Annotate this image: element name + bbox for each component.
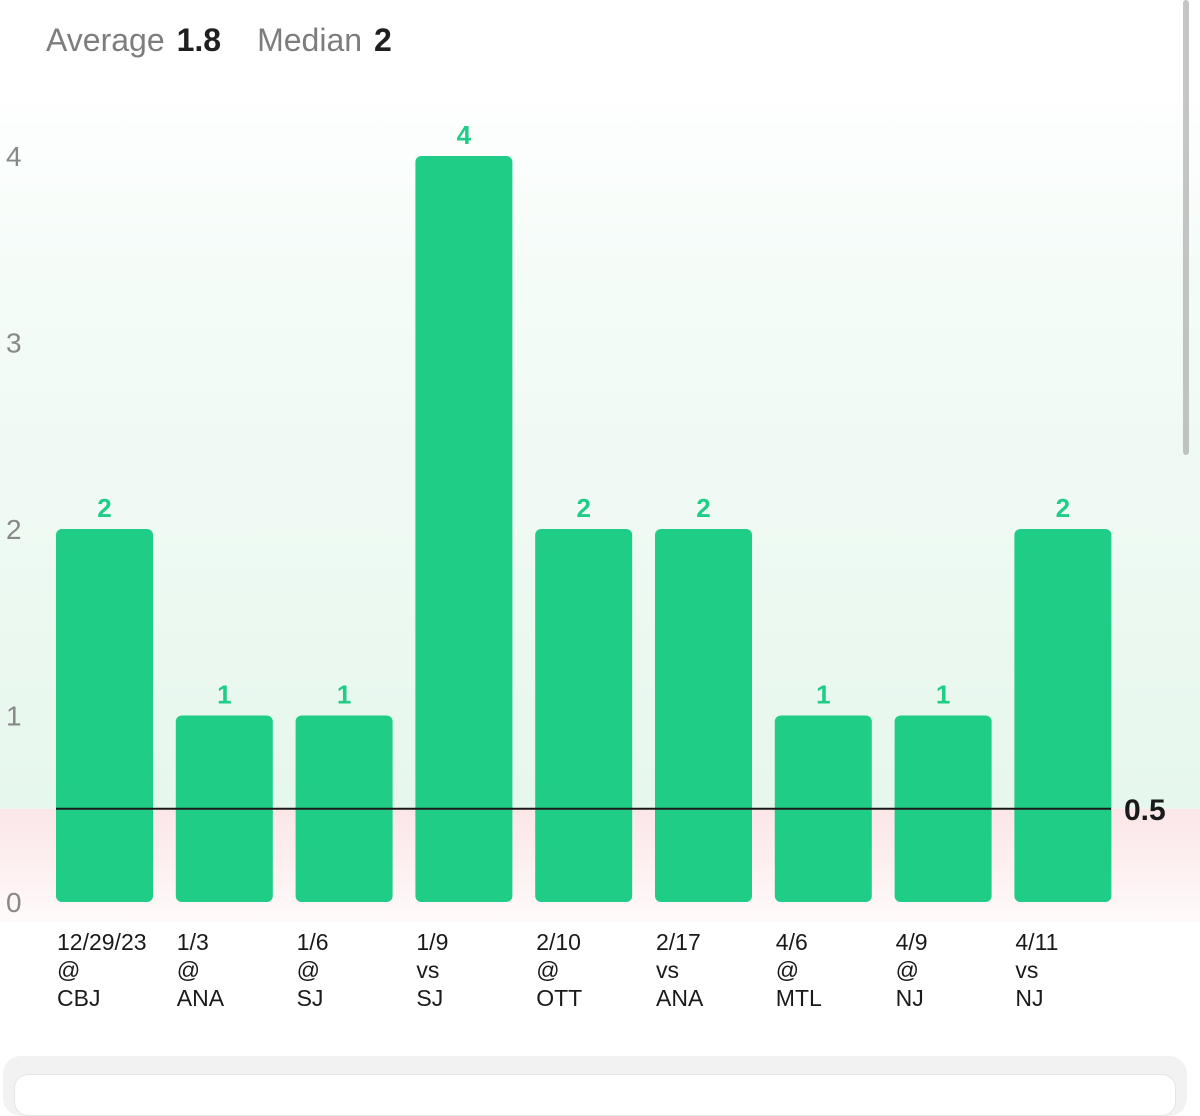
bar-value-label: 1 (816, 680, 830, 710)
x-tick-label: vs (1015, 957, 1038, 983)
bottom-card-inner (14, 1074, 1176, 1116)
x-tick-label: NJ (1015, 985, 1043, 1011)
x-tick-label: 2/17 (656, 929, 701, 955)
y-tick-label: 2 (6, 514, 22, 545)
stats-summary: Average 1.8 Median 2 (46, 22, 392, 59)
x-tick-label: 1/9 (416, 929, 448, 955)
x-tick-label: 1/3 (177, 929, 209, 955)
x-tick-label: CBJ (57, 985, 100, 1011)
bar-value-label: 4 (457, 120, 472, 150)
bar[interactable] (1014, 529, 1112, 902)
x-tick-label: vs (656, 957, 679, 983)
bar-value-label: 1 (217, 680, 231, 710)
bar[interactable] (655, 529, 752, 902)
median-value: 2 (374, 22, 392, 58)
x-tick-label: MTL (776, 985, 822, 1011)
x-tick-label: NJ (896, 985, 924, 1011)
x-tick-label: SJ (297, 985, 324, 1011)
x-tick-label: @ (536, 957, 559, 983)
x-tick-label: ANA (177, 985, 225, 1011)
y-tick-label: 1 (6, 701, 22, 732)
x-tick-label: @ (177, 957, 200, 983)
threshold-label: 0.5 (1124, 794, 1166, 827)
x-tick-label: ANA (656, 985, 704, 1011)
x-tick-label: 4/11 (1015, 929, 1058, 955)
x-tick-label: @ (776, 957, 799, 983)
x-tick-label: @ (297, 957, 320, 983)
x-tick-label: SJ (416, 985, 443, 1011)
bar-value-label: 2 (1056, 493, 1070, 523)
bar[interactable] (415, 156, 513, 902)
y-tick-label: 3 (6, 328, 22, 359)
x-tick-label: 4/6 (776, 929, 808, 955)
bar-value-label: 2 (696, 493, 710, 523)
bar-value-label: 1 (337, 680, 351, 710)
value-labels: 2 1 1 4 2 2 1 1 2 (97, 120, 1070, 710)
scrollbar[interactable] (1183, 0, 1189, 455)
average-value: 1.8 (176, 22, 222, 58)
x-axis: 12/29/23@CBJ1/3@ANA1/6@SJ1/9vsSJ2/10@OTT… (57, 929, 1058, 1011)
x-tick-label: OTT (536, 985, 582, 1011)
y-tick-label: 0 (6, 887, 22, 918)
x-tick-label: 1/6 (297, 929, 329, 955)
bar-value-label: 2 (97, 493, 111, 523)
bar-value-label: 1 (936, 680, 950, 710)
y-axis: 0 1 2 3 4 (6, 141, 22, 918)
bar-value-label: 2 (576, 493, 590, 523)
x-tick-label: @ (896, 957, 919, 983)
bar[interactable] (56, 529, 153, 902)
x-tick-label: 2/10 (536, 929, 581, 955)
x-tick-label: @ (57, 957, 80, 983)
median-label: Median (257, 22, 363, 58)
x-tick-label: vs (416, 957, 439, 983)
x-tick-label: 4/9 (896, 929, 928, 955)
x-tick-label: 12/29/23 (57, 929, 147, 955)
y-tick-label: 4 (6, 141, 22, 172)
bar[interactable] (535, 529, 633, 902)
average-label: Average (46, 22, 165, 58)
